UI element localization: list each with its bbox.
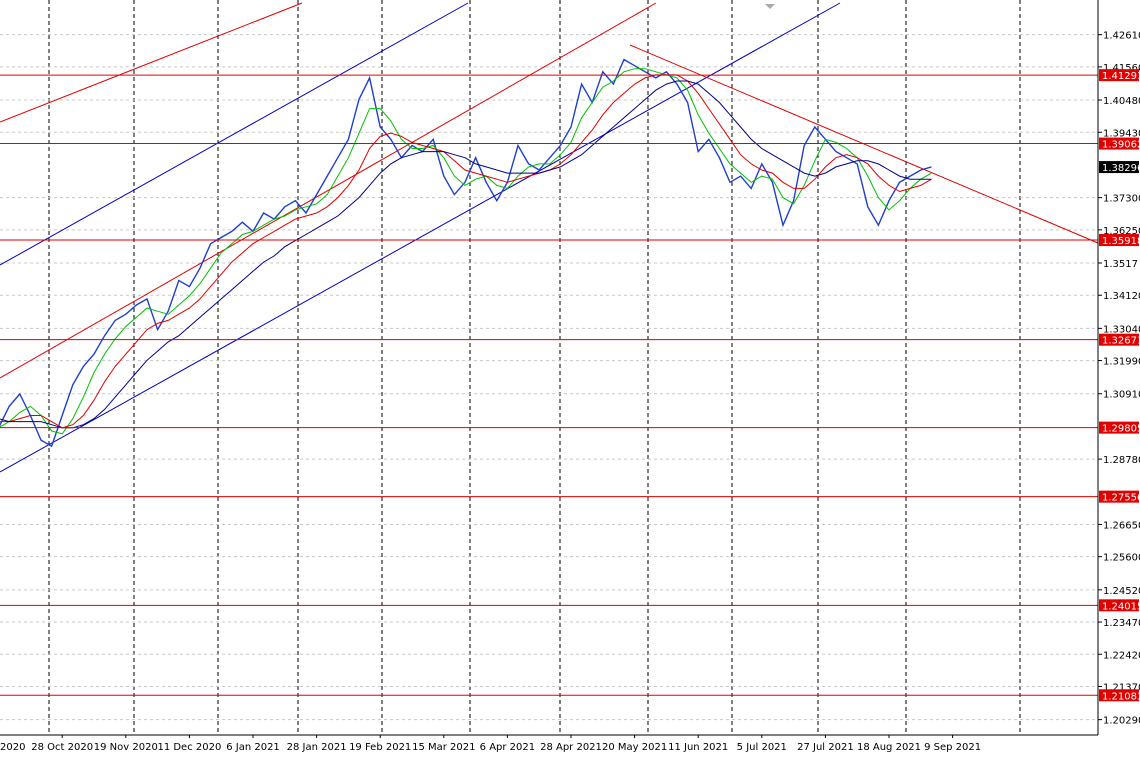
level-label: 1.39062 xyxy=(1102,140,1140,151)
x-tick-label: 11 Dec 2020 xyxy=(157,742,221,753)
level-label-box xyxy=(1099,137,1139,150)
y-tick-label: 1.3517 xyxy=(1103,259,1138,270)
y-tick-label: 1.30910 xyxy=(1103,390,1140,401)
x-tick-label: 6 Apr 2021 xyxy=(480,742,535,753)
y-tick-label: 1.23470 xyxy=(1103,618,1140,629)
x-tick-label: 11 Jun 2021 xyxy=(668,742,728,753)
x-tick-label: 9 Sep 2021 xyxy=(924,742,981,753)
level-label: 1.29805 xyxy=(1102,424,1140,435)
y-tick-label: 1.24520 xyxy=(1103,586,1140,597)
level-label-box xyxy=(1099,421,1139,434)
grid xyxy=(0,0,1098,735)
last-price-label: 1.38296 xyxy=(1102,163,1140,174)
y-tick-label: 1.33040 xyxy=(1103,324,1140,335)
x-tick-label: 20 May 2021 xyxy=(602,742,667,753)
y-tick-label: 1.28780 xyxy=(1103,455,1140,466)
x-tick-label: 2020 xyxy=(0,742,25,753)
y-tick-label: 1.26650 xyxy=(1103,520,1140,531)
y-tick-label: 1.20290 xyxy=(1103,716,1140,727)
price-line xyxy=(0,80,932,429)
trend-line xyxy=(0,2,469,266)
y-tick-label: 1.22420 xyxy=(1103,650,1140,661)
x-tick-label: 28 Apr 2021 xyxy=(540,742,602,753)
x-tick-label: 19 Feb 2021 xyxy=(349,742,411,753)
y-tick-label: 1.40480 xyxy=(1103,96,1140,107)
x-tick-label: 6 Jan 2021 xyxy=(226,742,280,753)
x-tick-label: 15 Mar 2021 xyxy=(412,742,475,753)
level-label-box xyxy=(1099,490,1139,503)
price-line xyxy=(0,74,932,429)
price-line xyxy=(0,58,932,448)
last-price-box xyxy=(1099,161,1139,174)
y-tick-label: 1.36250 xyxy=(1103,226,1140,237)
y-tick-label: 1.37300 xyxy=(1103,194,1140,205)
y-tick-label: 1.42610 xyxy=(1103,31,1140,42)
series-layer xyxy=(0,58,1098,696)
level-label-box xyxy=(1099,689,1139,702)
level-label-box xyxy=(1099,234,1139,247)
level-label: 1.24015 xyxy=(1102,601,1140,612)
level-label: 1.41291 xyxy=(1102,71,1140,82)
trend-line xyxy=(0,2,657,379)
level-label: 1.27556 xyxy=(1102,493,1140,504)
level-label: 1.21083 xyxy=(1102,691,1140,702)
x-tick-label: 19 Nov 2020 xyxy=(94,742,158,753)
y-tick-label: 1.31990 xyxy=(1103,357,1140,368)
level-label: 1.32671 xyxy=(1102,336,1140,347)
x-tick-label: 27 Jul 2021 xyxy=(797,742,854,753)
time-axis-panel xyxy=(0,735,1140,754)
y-tick-label: 1.39430 xyxy=(1103,128,1140,139)
y-tick-label: 1.34120 xyxy=(1103,291,1140,302)
shift-marker xyxy=(765,4,775,9)
trend-lines xyxy=(0,2,1099,473)
level-label-box xyxy=(1099,599,1139,612)
level-label-box xyxy=(1099,69,1139,82)
y-tick-label: 1.41560 xyxy=(1103,63,1140,74)
level-label: 1.35918 xyxy=(1102,236,1140,247)
price-line xyxy=(0,68,932,435)
y-tick-label: 1.21370 xyxy=(1103,682,1140,693)
x-tick-label: 18 Aug 2021 xyxy=(857,742,921,753)
x-tick-label: 28 Oct 2020 xyxy=(31,742,93,753)
trend-line xyxy=(0,2,841,473)
level-label-box xyxy=(1099,333,1139,346)
x-tick-label: 28 Jan 2021 xyxy=(287,742,347,753)
trend-line xyxy=(0,2,303,123)
x-tick-label: 5 Jul 2021 xyxy=(737,742,787,753)
time-grid xyxy=(48,0,1021,735)
y-tick-label: 1.25600 xyxy=(1103,553,1140,564)
price-axis-panel xyxy=(1098,0,1140,754)
